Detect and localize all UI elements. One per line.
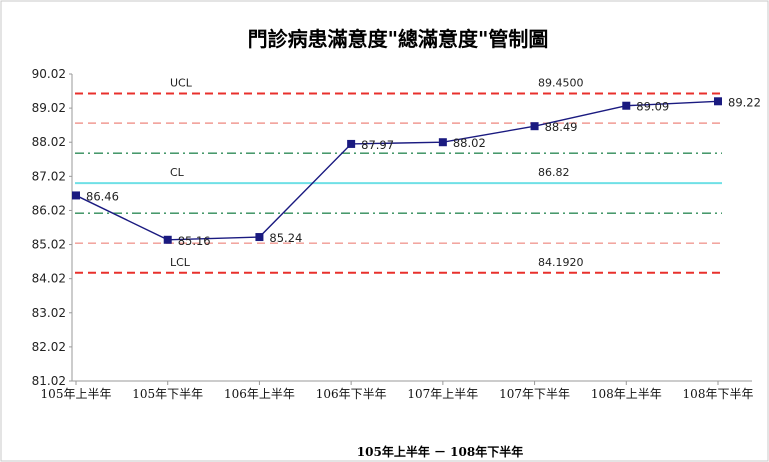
series-line: 86.46 85.16 85.24 87.97 88.02 88.49 89.09 89.22 (72, 95, 761, 248)
x-axis-title: 105年上半年 － 108年下半年 (357, 444, 523, 459)
data-point (530, 122, 539, 131)
data-point (438, 138, 447, 147)
data-point (714, 97, 722, 106)
control-lines: UCL 89.4500 CL 86.82 LCL 84.1920 (75, 76, 722, 274)
cl-label: CL (170, 166, 185, 179)
cl-value-label: 86.82 (538, 166, 570, 179)
data-point (163, 235, 172, 244)
y-tick-label: 81.02 (32, 374, 66, 388)
data-point (347, 139, 356, 148)
y-axis-ticks: 90.02 89.02 88.02 87.02 86.02 85.02 84.02 83.02… (32, 67, 72, 388)
x-tick-label: 105年下半年 (132, 387, 203, 401)
data-label: 88.49 (545, 120, 578, 134)
data-label: 86.46 (86, 189, 119, 203)
lcl-value-label: 84.1920 (538, 256, 584, 269)
y-tick-label: 90.02 (32, 67, 66, 81)
y-tick-label: 84.02 (32, 272, 66, 286)
data-point (72, 191, 80, 200)
y-tick-label: 87.02 (32, 169, 66, 183)
x-tick-label: 105年上半年 (41, 387, 112, 401)
data-label: 89.09 (636, 100, 669, 114)
data-label: 85.16 (178, 234, 211, 248)
y-tick-label: 88.02 (32, 135, 66, 149)
axes (71, 74, 752, 382)
x-tick-label: 106年上半年 (224, 387, 295, 401)
data-label: 87.97 (361, 138, 394, 152)
data-label: 85.24 (269, 231, 302, 245)
x-axis-ticks: 105年上半年 105年下半年 106年上半年 106年下半年 107年上半年 107年下… (41, 381, 754, 401)
series-polyline (75, 100, 719, 241)
y-tick-label: 83.02 (32, 306, 66, 320)
data-point (255, 233, 264, 242)
y-tick-label: 85.02 (32, 238, 66, 252)
lcl-label: LCL (170, 256, 191, 269)
chart-title: 門診病患滿意度"總滿意度"管制圖 (248, 27, 549, 51)
data-label: 89.22 (728, 95, 761, 109)
y-tick-label: 82.02 (32, 340, 66, 354)
data-point (622, 101, 631, 110)
y-tick-label: 86.02 (32, 203, 66, 217)
x-tick-label: 108年上半年 (591, 387, 662, 401)
x-tick-label: 107年上半年 (407, 387, 478, 401)
x-tick-label: 108年下半年 (683, 387, 754, 401)
x-tick-label: 106年下半年 (316, 387, 387, 401)
y-tick-label: 89.02 (32, 101, 66, 115)
ucl-value-label: 89.4500 (538, 76, 584, 89)
ucl-label: UCL (170, 76, 193, 89)
x-tick-label: 107年下半年 (499, 387, 570, 401)
data-label: 88.02 (453, 136, 486, 150)
